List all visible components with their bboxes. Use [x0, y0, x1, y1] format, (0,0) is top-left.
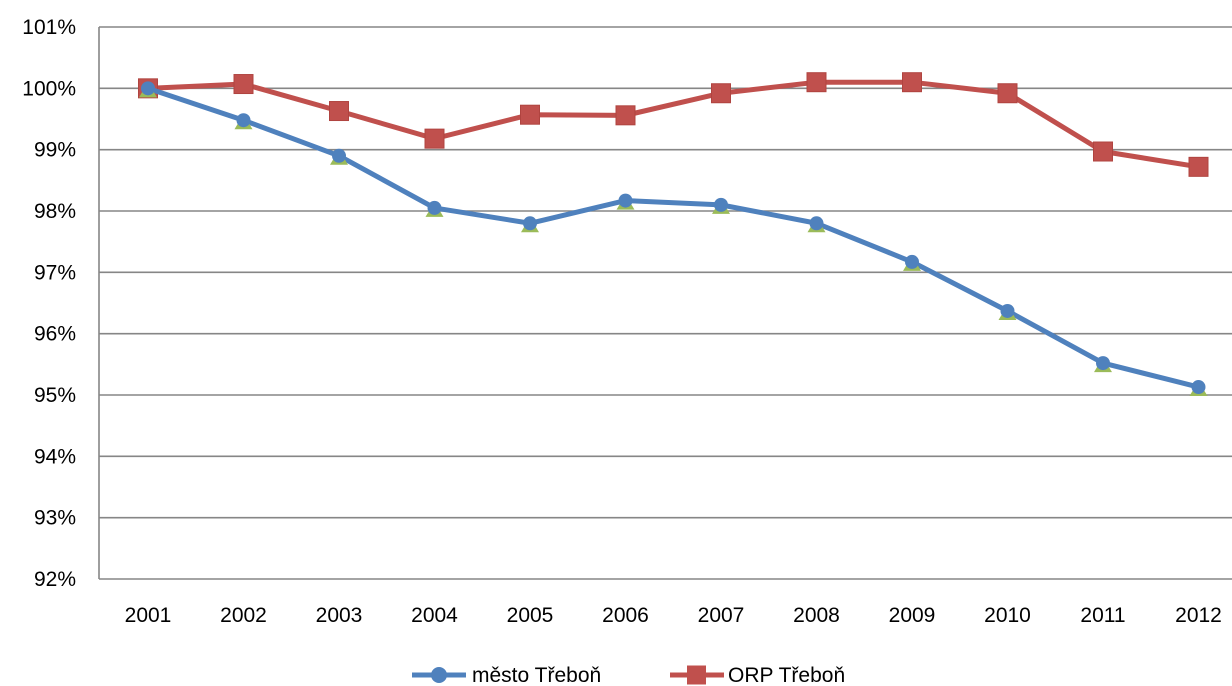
x-tick-label: 2010	[984, 604, 1031, 627]
legend: město Třeboň ORP Třeboň	[412, 664, 845, 686]
axes	[98, 27, 1232, 580]
gridlines	[99, 26, 1232, 519]
data-point-square	[711, 83, 731, 104]
y-tick-label: 97%	[34, 261, 76, 284]
x-tick-label: 2004	[411, 604, 458, 627]
data-point-circle	[905, 254, 919, 269]
legend-label: město Třeboň	[472, 664, 601, 686]
legend-swatch-square	[687, 665, 706, 685]
series-line	[145, 79, 1201, 170]
x-axis-tick-labels: 2001 2002 2003 2004 2005 2006 2007 2008 2009 2010…	[125, 604, 1222, 627]
data-point-square	[997, 83, 1018, 104]
data-point-circle	[1191, 380, 1206, 395]
data-point-circle	[236, 113, 251, 128]
data-point-square	[424, 128, 445, 149]
y-tick-label: 98%	[34, 200, 76, 223]
x-tick-label: 2005	[507, 604, 554, 627]
legend-swatch-circle	[431, 667, 447, 683]
y-tick-label: 94%	[34, 445, 76, 468]
data-point-circle	[809, 216, 824, 231]
x-tick-label: 2006	[602, 604, 649, 627]
data-point-square	[615, 105, 636, 126]
x-tick-label: 2007	[698, 604, 745, 627]
y-tick-label: 95%	[34, 384, 76, 407]
x-tick-label: 2009	[889, 604, 936, 627]
y-tick-label: 101%	[22, 16, 76, 39]
data-point-square	[1093, 141, 1113, 162]
data-point-circle	[141, 81, 155, 96]
series	[138, 72, 1209, 397]
y-tick-label: 99%	[34, 139, 76, 162]
y-tick-label: 100%	[22, 77, 76, 100]
legend-label: ORP Třeboň	[728, 664, 845, 686]
y-axis-tick-labels: 92% 93% 94% 95% 96% 97% 98% 99% 100% 101%	[22, 16, 76, 591]
data-point-square	[233, 74, 254, 95]
data-point-circle	[523, 216, 537, 231]
data-point-circle	[427, 200, 442, 215]
data-point-circle	[332, 148, 346, 163]
y-tick-label: 96%	[34, 323, 76, 346]
data-point-square	[329, 101, 349, 122]
data-point-circle	[1096, 356, 1110, 371]
x-tick-label: 2012	[1175, 604, 1222, 627]
data-point-circle	[618, 193, 633, 208]
x-tick-label: 2003	[316, 604, 363, 627]
data-point-circle	[714, 197, 728, 212]
data-point-square	[1188, 156, 1209, 177]
x-tick-label: 2001	[125, 604, 172, 627]
data-point-square	[902, 72, 922, 93]
x-tick-label: 2008	[793, 604, 840, 627]
y-tick-label: 92%	[34, 568, 76, 591]
data-point-square	[520, 104, 540, 125]
data-point-circle	[1000, 303, 1015, 318]
y-tick-label: 93%	[34, 507, 76, 530]
x-tick-label: 2011	[1080, 604, 1125, 627]
series-line	[145, 85, 1201, 390]
x-tick-label: 2002	[220, 604, 267, 627]
data-point-square	[806, 72, 827, 93]
